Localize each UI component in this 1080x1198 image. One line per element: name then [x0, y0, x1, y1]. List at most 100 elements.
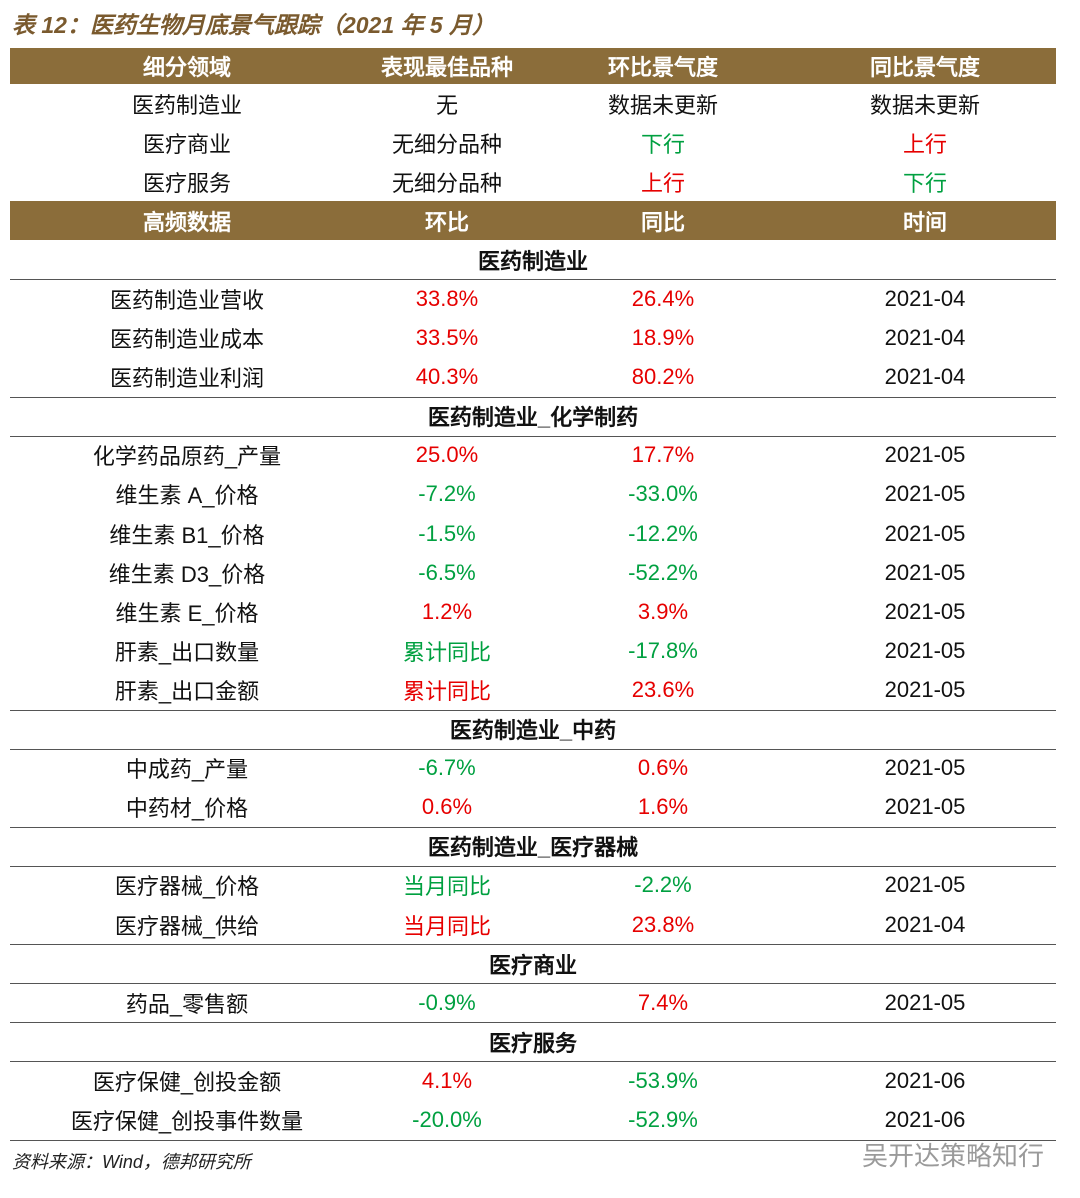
section-rule [10, 709, 1056, 711]
header-bar [10, 48, 1056, 84]
table-cell: 上行 [640, 170, 686, 196]
section-rule [10, 865, 1056, 867]
table-cell: 累计同比 [402, 639, 492, 665]
table-cell: 下行 [640, 131, 686, 157]
table-cell: 2021-05 [884, 794, 966, 820]
table-cell: -1.5% [418, 520, 476, 546]
table-cell: 3.9% [637, 598, 689, 624]
table-cell: 2021-05 [884, 755, 966, 781]
table-cell: -52.2% [628, 559, 698, 585]
table-cell: -17.8% [628, 637, 698, 663]
section-title: 医药制造业_医疗器械 [427, 835, 639, 861]
table-cell: 26.4% [631, 285, 695, 311]
section-rule [10, 435, 1056, 437]
table-cell: -33.0% [628, 481, 698, 507]
header-cell: 细分领域 [142, 55, 232, 80]
section-rule [10, 826, 1056, 828]
table-cell: 33.8% [415, 285, 479, 311]
table-cell: 80.2% [631, 364, 695, 390]
table-cell: 药品_零售额 [125, 991, 249, 1017]
table-cell: -52.9% [628, 1107, 698, 1133]
table-cell: 0.6% [421, 794, 473, 820]
section-title: 医疗服务 [488, 1030, 578, 1056]
table-cell: 2021-05 [884, 872, 966, 898]
table-cell: 无细分品种 [391, 131, 503, 157]
watermark: 吴开达策略知行 [861, 1141, 1044, 1171]
section-rule [10, 279, 1056, 281]
table-cell: 1.2% [421, 598, 473, 624]
table-cell: 医疗保健_创投事件数量 [70, 1109, 304, 1135]
source-note: 资料来源：Wind，德邦研究所 [12, 1152, 251, 1172]
table-cell: -7.2% [418, 481, 476, 507]
section-rule [10, 1139, 1056, 1141]
table-cell: 医药制造业成本 [109, 327, 265, 353]
section-title: 医药制造业 [477, 248, 589, 274]
section-rule [10, 944, 1056, 946]
header-cell: 表现最佳品种 [380, 55, 514, 80]
table-cell: 2021-05 [884, 637, 966, 663]
table-cell: 医药制造业营收 [109, 287, 265, 313]
section-rule [10, 748, 1056, 750]
table-cell: 医药制造业利润 [109, 366, 265, 392]
table-cell: 2021-05 [884, 559, 966, 585]
table-cell: 下行 [902, 170, 948, 196]
table-cell: 2021-05 [884, 989, 966, 1015]
table-cell: 累计同比 [402, 678, 492, 704]
table-cell: 维生素 D3_价格 [108, 561, 266, 587]
section-rule [10, 983, 1056, 985]
table-cell: 中药材_价格 [125, 796, 249, 822]
table-cell: 肝素_出口数量 [114, 639, 260, 665]
table-cell: 中成药_产量 [125, 757, 249, 783]
table-cell: 17.7% [631, 442, 695, 468]
table-cell: 2021-05 [884, 676, 966, 702]
section-rule [10, 1022, 1056, 1024]
table-cell: -20.0% [412, 1107, 482, 1133]
table-cell: 化学药品原药_产量 [92, 444, 282, 470]
table-cell: 维生素 E_价格 [115, 600, 259, 626]
header-cell: 同比 [640, 209, 686, 235]
table-cell: 维生素 A_价格 [115, 483, 259, 509]
table-cell: 医疗器械_价格 [114, 874, 260, 900]
table-cell: 4.1% [421, 1067, 473, 1093]
section-title: 医药制造业_中药 [449, 718, 617, 744]
table-cell: -0.9% [418, 989, 476, 1015]
table-cell: 医药制造业 [131, 92, 243, 118]
table-cell: 医疗服务 [142, 170, 232, 196]
table-cell: 数据未更新 [869, 92, 981, 118]
table-cell: 无细分品种 [391, 170, 503, 196]
table-cell: 2021-04 [884, 911, 966, 937]
header-bar [10, 201, 1056, 241]
table-cell: 2021-04 [884, 325, 966, 351]
header-cell: 环比 [424, 209, 470, 235]
table-cell: 25.0% [415, 442, 479, 468]
header-cell: 环比景气度 [607, 55, 719, 80]
table-cell: 维生素 B1_价格 [109, 522, 265, 548]
table-cell: 当月同比 [402, 913, 492, 939]
table-cell: 2021-05 [884, 481, 966, 507]
section-title: 医疗商业 [488, 952, 578, 978]
table-cell: -6.7% [418, 755, 476, 781]
table-cell: 2021-05 [884, 598, 966, 624]
header-cell: 同比景气度 [869, 55, 981, 80]
table-cell: 23.6% [631, 676, 695, 702]
table-cell: 数据未更新 [607, 92, 719, 118]
table-cell: 2021-05 [884, 442, 966, 468]
table-cell: 医疗商业 [142, 131, 232, 157]
section-title: 医药制造业_化学制药 [427, 405, 639, 431]
header-cell: 高频数据 [142, 209, 232, 235]
header-cell: 时间 [902, 209, 948, 235]
table-cell: -2.2% [634, 872, 692, 898]
table-cell: 无 [435, 92, 459, 118]
table-cell: 2021-06 [884, 1067, 966, 1093]
table-cell: 2021-05 [884, 520, 966, 546]
table-cell: 40.3% [415, 364, 479, 390]
table-cell: 0.6% [637, 755, 689, 781]
table-cell: 当月同比 [402, 874, 492, 900]
table-cell: -53.9% [628, 1067, 698, 1093]
table-cell: 肝素_出口金额 [114, 678, 260, 704]
table-cell: 23.8% [631, 911, 695, 937]
table-cell: -6.5% [418, 559, 476, 585]
table-cell: 1.6% [637, 794, 689, 820]
table-cell: 2021-06 [884, 1107, 966, 1133]
